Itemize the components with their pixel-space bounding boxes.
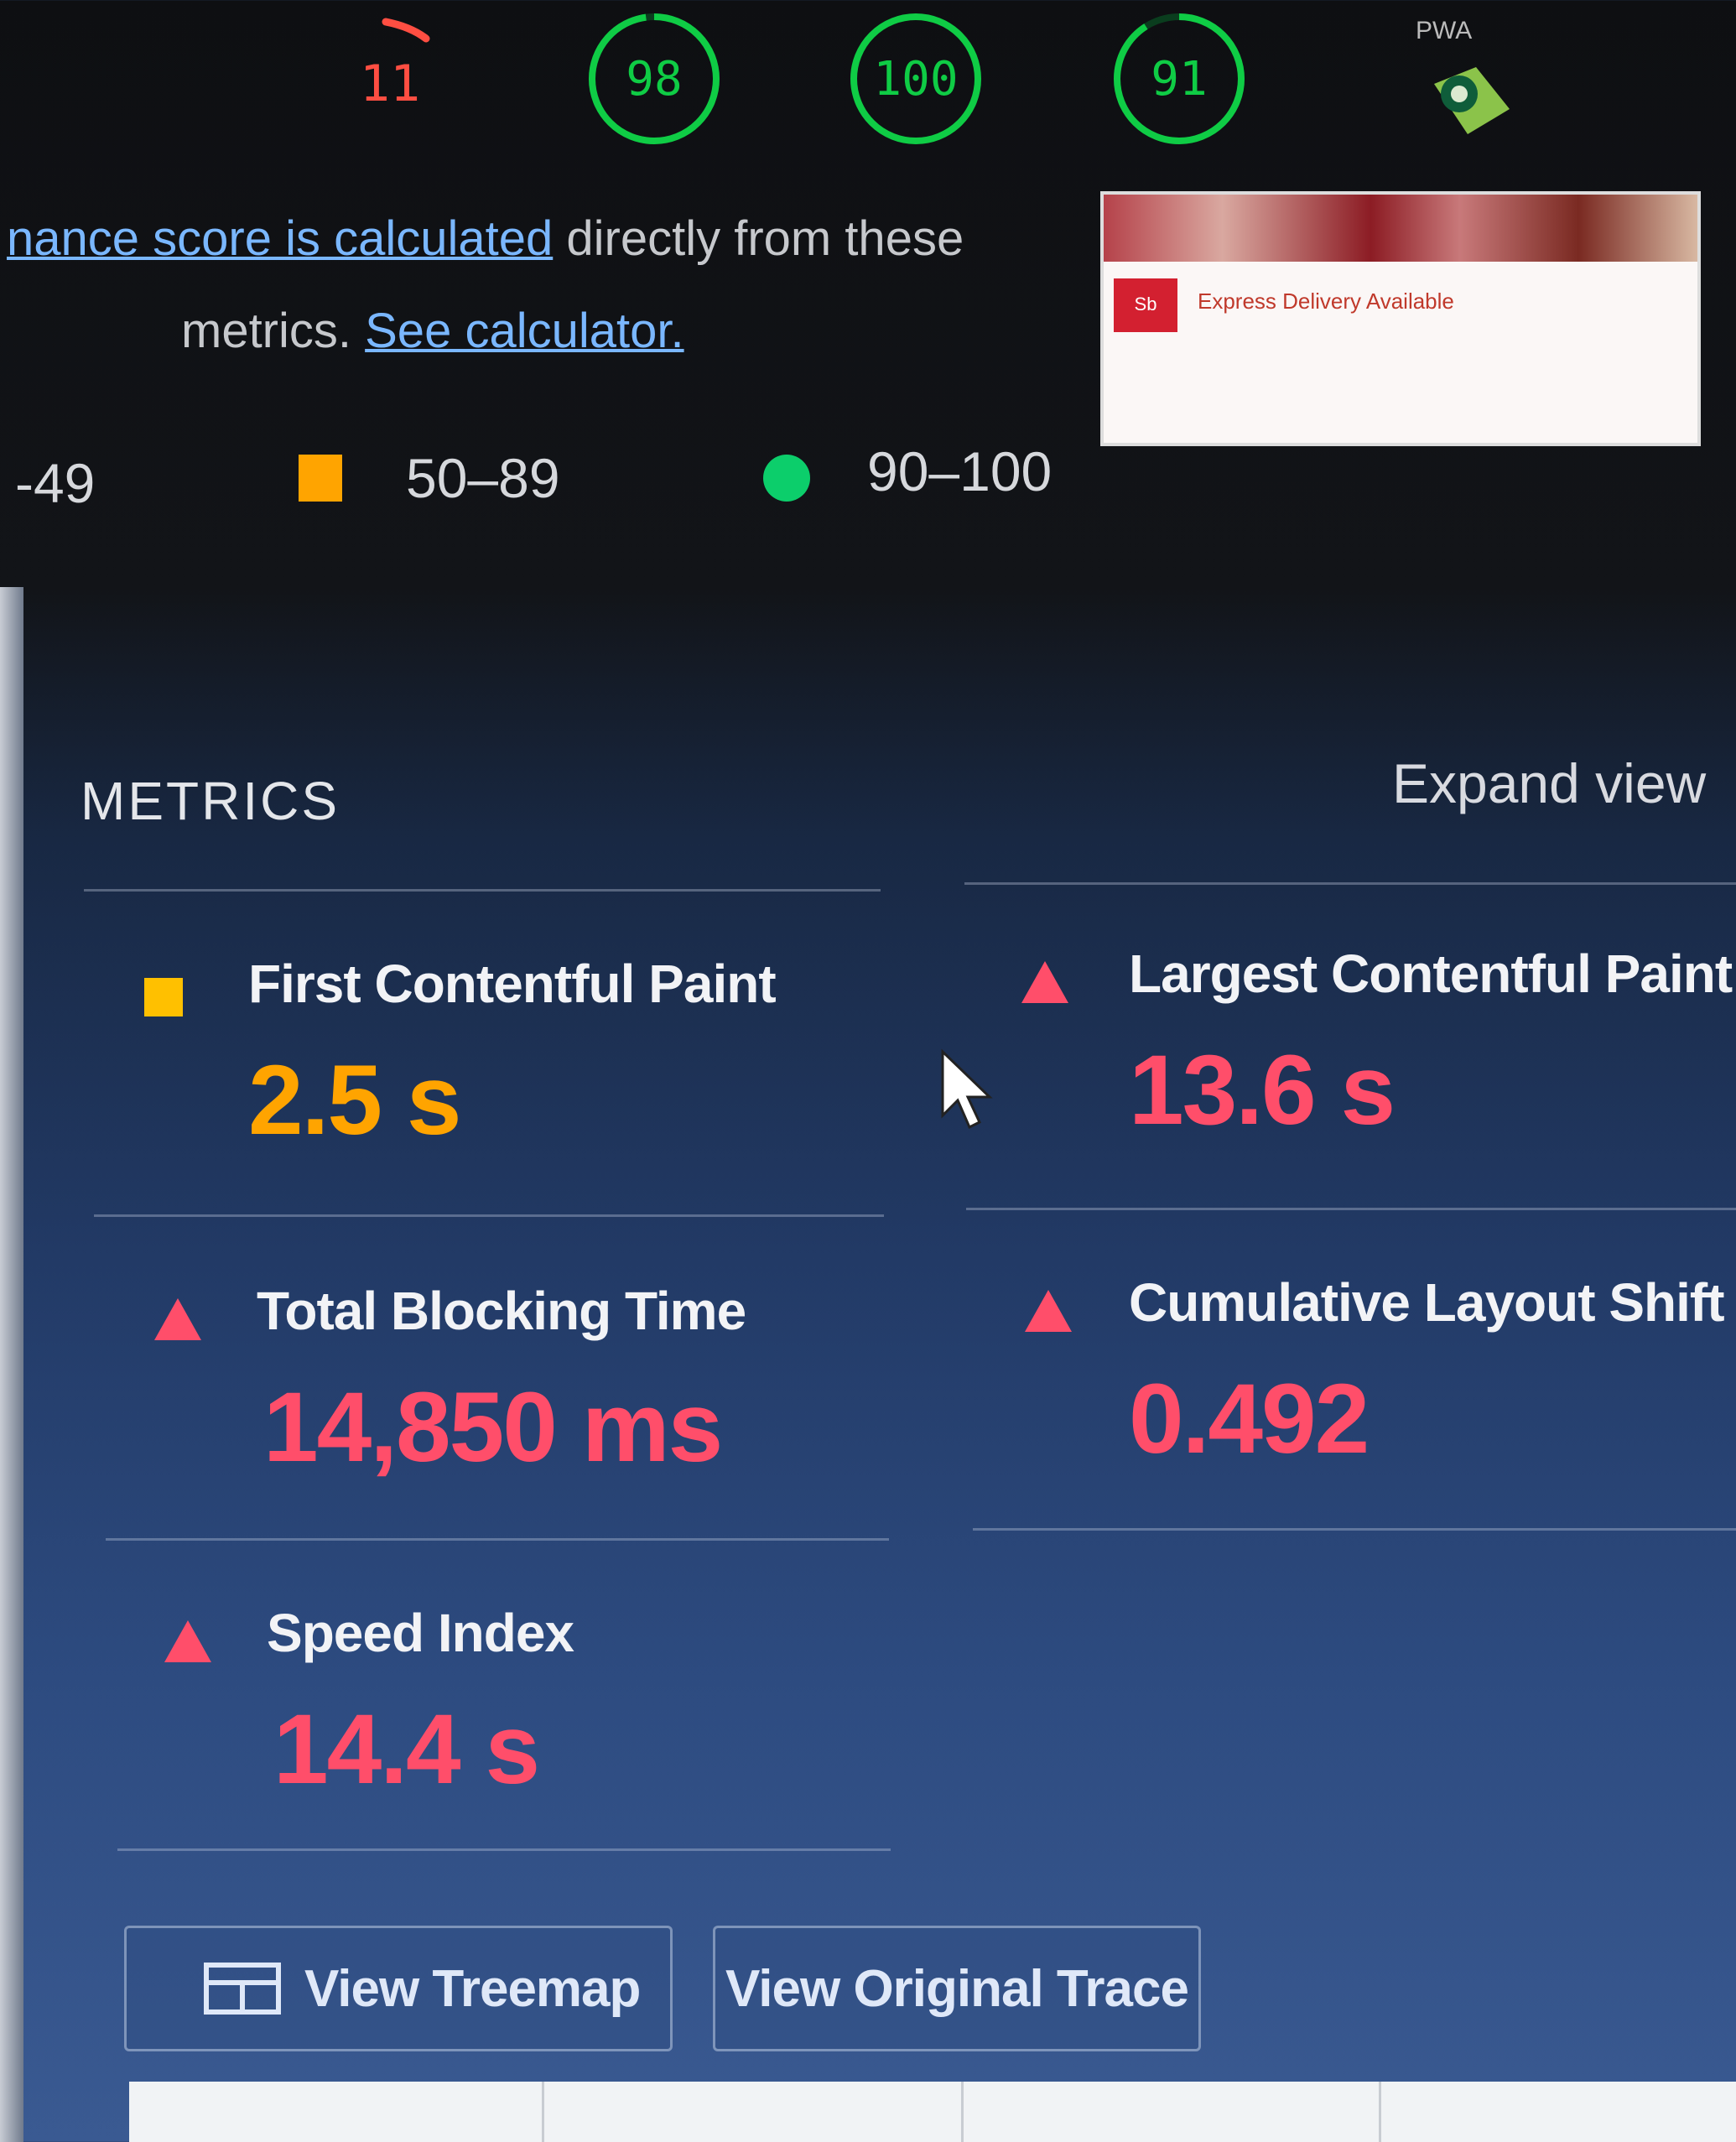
view-original-trace-label: View Original Trace [725, 1959, 1189, 2018]
legend-pass-icon [763, 455, 810, 502]
legend-average-range: 50–89 [406, 447, 560, 509]
divider [106, 1538, 889, 1541]
gauge-performance[interactable]: 11 [327, 8, 453, 134]
gauge-seo-score: 91 [1151, 51, 1208, 107]
description-text: directly from these [553, 211, 964, 266]
metric-value: 0.492 [1129, 1364, 1370, 1474]
metric-name: First Contentful Paint [248, 954, 777, 1014]
divider [966, 1208, 1736, 1210]
gauge-seo-ring [1114, 13, 1245, 144]
filmstrip [129, 2082, 1736, 2142]
metric-first-contentful-paint: First Contentful Paint 2.5 s [144, 953, 899, 1204]
description-text-line2: metrics. [181, 304, 366, 358]
metric-cumulative-layout-shift: Cumulative Layout Shift 0.492 [1025, 1271, 1736, 1523]
legend-pass-range: 90–100 [867, 440, 1053, 502]
metric-value: 13.6 s [1129, 1035, 1396, 1146]
gauge-seo[interactable]: 91 [1110, 10, 1248, 148]
see-calculator-link[interactable]: See calculator. [365, 304, 684, 358]
thumbnail-promo-text: Express Delivery Available [1198, 289, 1454, 314]
filmstrip-divider [1379, 2082, 1381, 2142]
divider [117, 1848, 891, 1851]
filmstrip-divider [542, 2082, 544, 2142]
gauge-pwa[interactable]: PWA [1392, 17, 1526, 143]
gauge-accessibility-score: 98 [626, 51, 683, 107]
filmstrip-divider [961, 2082, 964, 2142]
metric-value: 14.4 s [273, 1694, 540, 1805]
fail-triangle-icon [1025, 1290, 1072, 1332]
view-original-trace-button[interactable]: View Original Trace [713, 1926, 1201, 2051]
thumbnail-hero-image [1104, 195, 1697, 262]
metric-name: Largest Contentful Paint [1129, 944, 1733, 1004]
gauge-performance-score: 11 [359, 55, 421, 113]
page-screenshot-thumbnail[interactable]: Sb Express Delivery Available [1100, 191, 1701, 446]
gauge-performance-arc [382, 18, 430, 43]
score-legend: -49 50–89 90–100 [0, 436, 1090, 520]
gauge-best-practices-score: 100 [873, 51, 959, 107]
average-square-icon [144, 978, 183, 1016]
gauge-best-practices-ring [850, 13, 981, 144]
gauge-best-practices[interactable]: 100 [847, 10, 985, 148]
thumbnail-logo [1114, 278, 1177, 332]
pwa-badge-icon [1434, 67, 1510, 134]
score-gauges: 11 98 100 91 PWA [0, 0, 1736, 168]
metric-speed-index: Speed Index 14.4 s [164, 1602, 919, 1853]
legend-average-icon [299, 455, 342, 502]
performance-score-link[interactable]: nance score is calculated [7, 211, 554, 266]
metric-total-blocking-time: Total Blocking Time 14,850 ms [154, 1280, 909, 1531]
fail-triangle-icon [164, 1620, 211, 1662]
metric-value: 14,850 ms [263, 1372, 723, 1483]
expand-view-toggle[interactable]: Expand view [1392, 752, 1707, 814]
divider [973, 1528, 1736, 1531]
pwa-label: PWA [1416, 17, 1473, 44]
treemap-icon [204, 1963, 281, 2015]
metric-name: Cumulative Layout Shift [1129, 1272, 1724, 1333]
metric-name: Speed Index [267, 1603, 574, 1663]
view-treemap-button[interactable]: View Treemap [124, 1926, 673, 2051]
fail-triangle-icon [1021, 961, 1068, 1003]
metric-largest-contentful-paint: Largest Contentful Paint 13.6 s [1021, 943, 1736, 1194]
gauge-accessibility-ring [589, 13, 720, 144]
metrics-heading: METRICS [81, 771, 340, 831]
mouse-cursor-icon [941, 1048, 993, 1130]
thumbnail-logo-text: Sb [1134, 294, 1157, 315]
metric-value: 2.5 s [248, 1045, 461, 1156]
legend-fail-range: -49 [15, 452, 96, 514]
fail-triangle-icon [154, 1298, 201, 1340]
view-treemap-label: View Treemap [304, 1959, 641, 2018]
divider [84, 889, 881, 892]
left-window-edge [0, 587, 23, 2142]
divider [964, 882, 1736, 885]
gauge-accessibility[interactable]: 98 [585, 10, 723, 148]
divider [94, 1214, 884, 1217]
metric-name: Total Blocking Time [257, 1281, 746, 1341]
